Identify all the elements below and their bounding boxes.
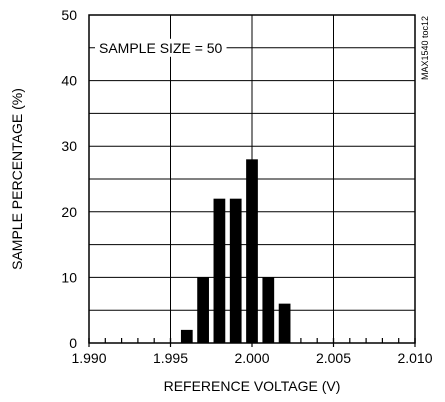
y-tick-label: 10: [61, 269, 77, 285]
x-tick-label: 2.005: [316, 350, 351, 366]
histogram-bar: [262, 277, 275, 343]
y-tick-label: 20: [61, 204, 77, 220]
histogram-bar: [213, 198, 226, 343]
histogram-bar: [229, 198, 242, 343]
x-axis-label: REFERENCE VOLTAGE (V): [164, 378, 341, 394]
y-tick-label: 40: [61, 73, 77, 89]
x-tick-label: 2.000: [234, 350, 269, 366]
histogram-bar: [278, 303, 291, 343]
figure-code: MAX1540 toc12: [420, 16, 430, 80]
y-axis-label: SAMPLE PERCENTAGE (%): [9, 88, 25, 270]
annotation-background: [95, 38, 227, 57]
plot-frame: [88, 14, 416, 344]
x-tick-label: 1.990: [71, 350, 106, 366]
y-tick-label: 0: [69, 335, 77, 351]
histogram-bar: [197, 277, 209, 343]
histogram-bars: [180, 159, 291, 343]
x-tick-label: 2.010: [397, 350, 432, 366]
sample-size-annotation: SAMPLE SIZE = 50: [99, 40, 223, 56]
histogram-bar: [180, 329, 193, 343]
histogram-bar: [246, 159, 258, 343]
y-tick-label: 30: [61, 138, 77, 154]
x-tick-label: 1.995: [153, 350, 188, 366]
tick-labels: 1.990 1.995 2.000 2.005 2.010 0 10 20 30 40 50: [61, 7, 432, 366]
y-tick-label: 50: [61, 7, 77, 23]
